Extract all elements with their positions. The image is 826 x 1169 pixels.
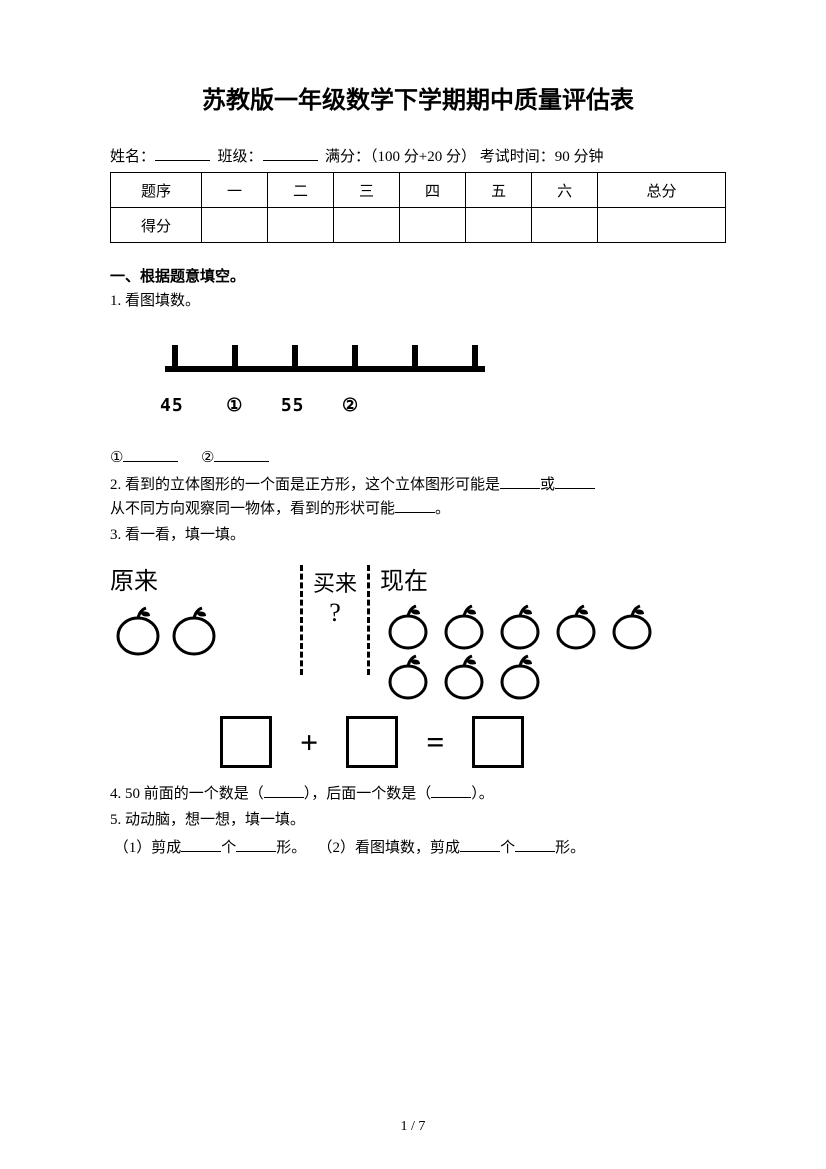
number-line-svg [160, 339, 490, 379]
score-table: 题序 一 二 三 四 五 六 总分 得分 [110, 172, 726, 243]
col-header: 一 [202, 173, 268, 208]
col-header: 四 [400, 173, 466, 208]
numline-label: 45 [160, 395, 200, 416]
apple-left-group: 原来 [110, 561, 290, 658]
dashed-separator [367, 565, 370, 675]
question-1: 1. 看图填数。 [110, 290, 726, 313]
apple-right-apples [380, 602, 680, 702]
buy-label: 买来 ? [313, 571, 357, 675]
apple-left-apples [110, 602, 290, 658]
question-3: 3. 看一看，填一填。 [110, 524, 726, 547]
answer-blank[interactable] [395, 497, 435, 513]
row-header: 题序 [111, 173, 202, 208]
buy-text: 买来 [313, 571, 357, 597]
score-cell[interactable] [334, 208, 400, 243]
q4-text: ）。 [471, 786, 494, 802]
name-blank[interactable] [155, 145, 210, 161]
score-cell[interactable] [466, 208, 532, 243]
question-1-fill: ① ② [110, 446, 726, 470]
q5-1-text: 个 [221, 840, 236, 856]
answer-blank[interactable] [431, 782, 471, 798]
score-cell[interactable] [202, 208, 268, 243]
q5-2-text: 个 [500, 840, 515, 856]
apple-icon [436, 602, 492, 652]
number-line-figure: 45 ① 55 ② [160, 339, 726, 416]
table-row: 题序 一 二 三 四 五 六 总分 [111, 173, 726, 208]
col-header: 三 [334, 173, 400, 208]
time-label: 考试时间：90 分钟 [480, 149, 604, 165]
apple-icon [380, 652, 436, 702]
apple-icon [110, 602, 166, 658]
question-5: 5. 动动脑，想一想，填一填。 [110, 809, 726, 832]
question-5-sub: （1）剪成 个 形。 （2）看图填数，剪成 个 形。 [110, 836, 726, 860]
number-line-labels: 45 ① 55 ② [160, 395, 726, 416]
numline-label: ① [212, 395, 258, 416]
score-cell[interactable] [598, 208, 726, 243]
row-header: 得分 [111, 208, 202, 243]
answer-blank[interactable] [515, 836, 555, 852]
apple-icon [548, 602, 604, 652]
score-cell[interactable] [268, 208, 334, 243]
page-footer: 1 / 7 [0, 1119, 826, 1135]
answer-blank[interactable] [555, 473, 595, 489]
buy-question-mark: ? [313, 597, 357, 628]
q2-text: 2. 看到的立体图形的一个面是正方形，这个立体图形可能是 [110, 477, 500, 493]
plus-sign: + [300, 726, 318, 758]
q4-text: 4. 50 前面的一个数是（ [110, 786, 264, 802]
col-header: 二 [268, 173, 334, 208]
apple-icon [604, 602, 660, 652]
score-cell[interactable] [532, 208, 598, 243]
fill-label: ① [110, 450, 123, 466]
answer-blank[interactable] [123, 446, 178, 462]
question-4: 4. 50 前面的一个数是（ ），后面一个数是（ ）。 [110, 782, 726, 806]
equals-sign: = [426, 726, 444, 758]
info-line: 姓名： 班级： 满分：（100 分+20 分） 考试时间：90 分钟 [110, 145, 726, 166]
fill-label: ② [201, 450, 214, 466]
answer-blank[interactable] [460, 836, 500, 852]
answer-blank[interactable] [181, 836, 221, 852]
apple-separator-group: 买来 ? [290, 561, 380, 675]
col-header: 五 [466, 173, 532, 208]
answer-box[interactable] [346, 716, 398, 768]
apple-icon [492, 602, 548, 652]
name-label: 姓名： [110, 149, 155, 165]
answer-blank[interactable] [236, 836, 276, 852]
now-label: 现在 [380, 561, 726, 596]
q2-text2: 从不同方向观察同一物体，看到的形状可能 [110, 501, 395, 517]
answer-box[interactable] [472, 716, 524, 768]
q5-2-text: 形。 [555, 840, 585, 856]
apple-icon [166, 602, 222, 658]
q5-1-text: 形。 [276, 840, 306, 856]
class-blank[interactable] [263, 145, 318, 161]
numline-label: 55 [270, 395, 316, 416]
col-header: 六 [532, 173, 598, 208]
table-row: 得分 [111, 208, 726, 243]
score-cell[interactable] [400, 208, 466, 243]
q4-text: ），后面一个数是（ [304, 786, 432, 802]
original-label: 原来 [110, 561, 290, 596]
class-label: 班级： [218, 149, 263, 165]
apple-figure: 原来 买来 ? 现在 [110, 561, 726, 768]
apple-icon [492, 652, 548, 702]
apple-icon [380, 602, 436, 652]
q2-end: 。 [435, 501, 450, 517]
equation-row: + = [220, 716, 726, 768]
numline-label: ② [328, 395, 374, 416]
answer-blank[interactable] [264, 782, 304, 798]
q2-or: 或 [540, 477, 555, 493]
page-title: 苏教版一年级数学下学期期中质量评估表 [110, 80, 726, 115]
question-2: 2. 看到的立体图形的一个面是正方形，这个立体图形可能是 或 从不同方向观察同一物… [110, 473, 726, 520]
answer-blank[interactable] [500, 473, 540, 489]
page: 苏教版一年级数学下学期期中质量评估表 姓名： 班级： 满分：（100 分+20 … [0, 0, 826, 1169]
answer-blank[interactable] [214, 446, 269, 462]
section-heading: 一、根据题意填空。 [110, 265, 726, 286]
q5-2-text: （2）看图填数，剪成 [318, 840, 461, 856]
apple-icon [436, 652, 492, 702]
q5-1-text: （1）剪成 [114, 840, 182, 856]
col-header: 总分 [598, 173, 726, 208]
dashed-separator [300, 565, 303, 675]
full-score-label: 满分：（100 分+20 分） [325, 149, 476, 165]
apple-right-group: 现在 [380, 561, 726, 702]
answer-box[interactable] [220, 716, 272, 768]
